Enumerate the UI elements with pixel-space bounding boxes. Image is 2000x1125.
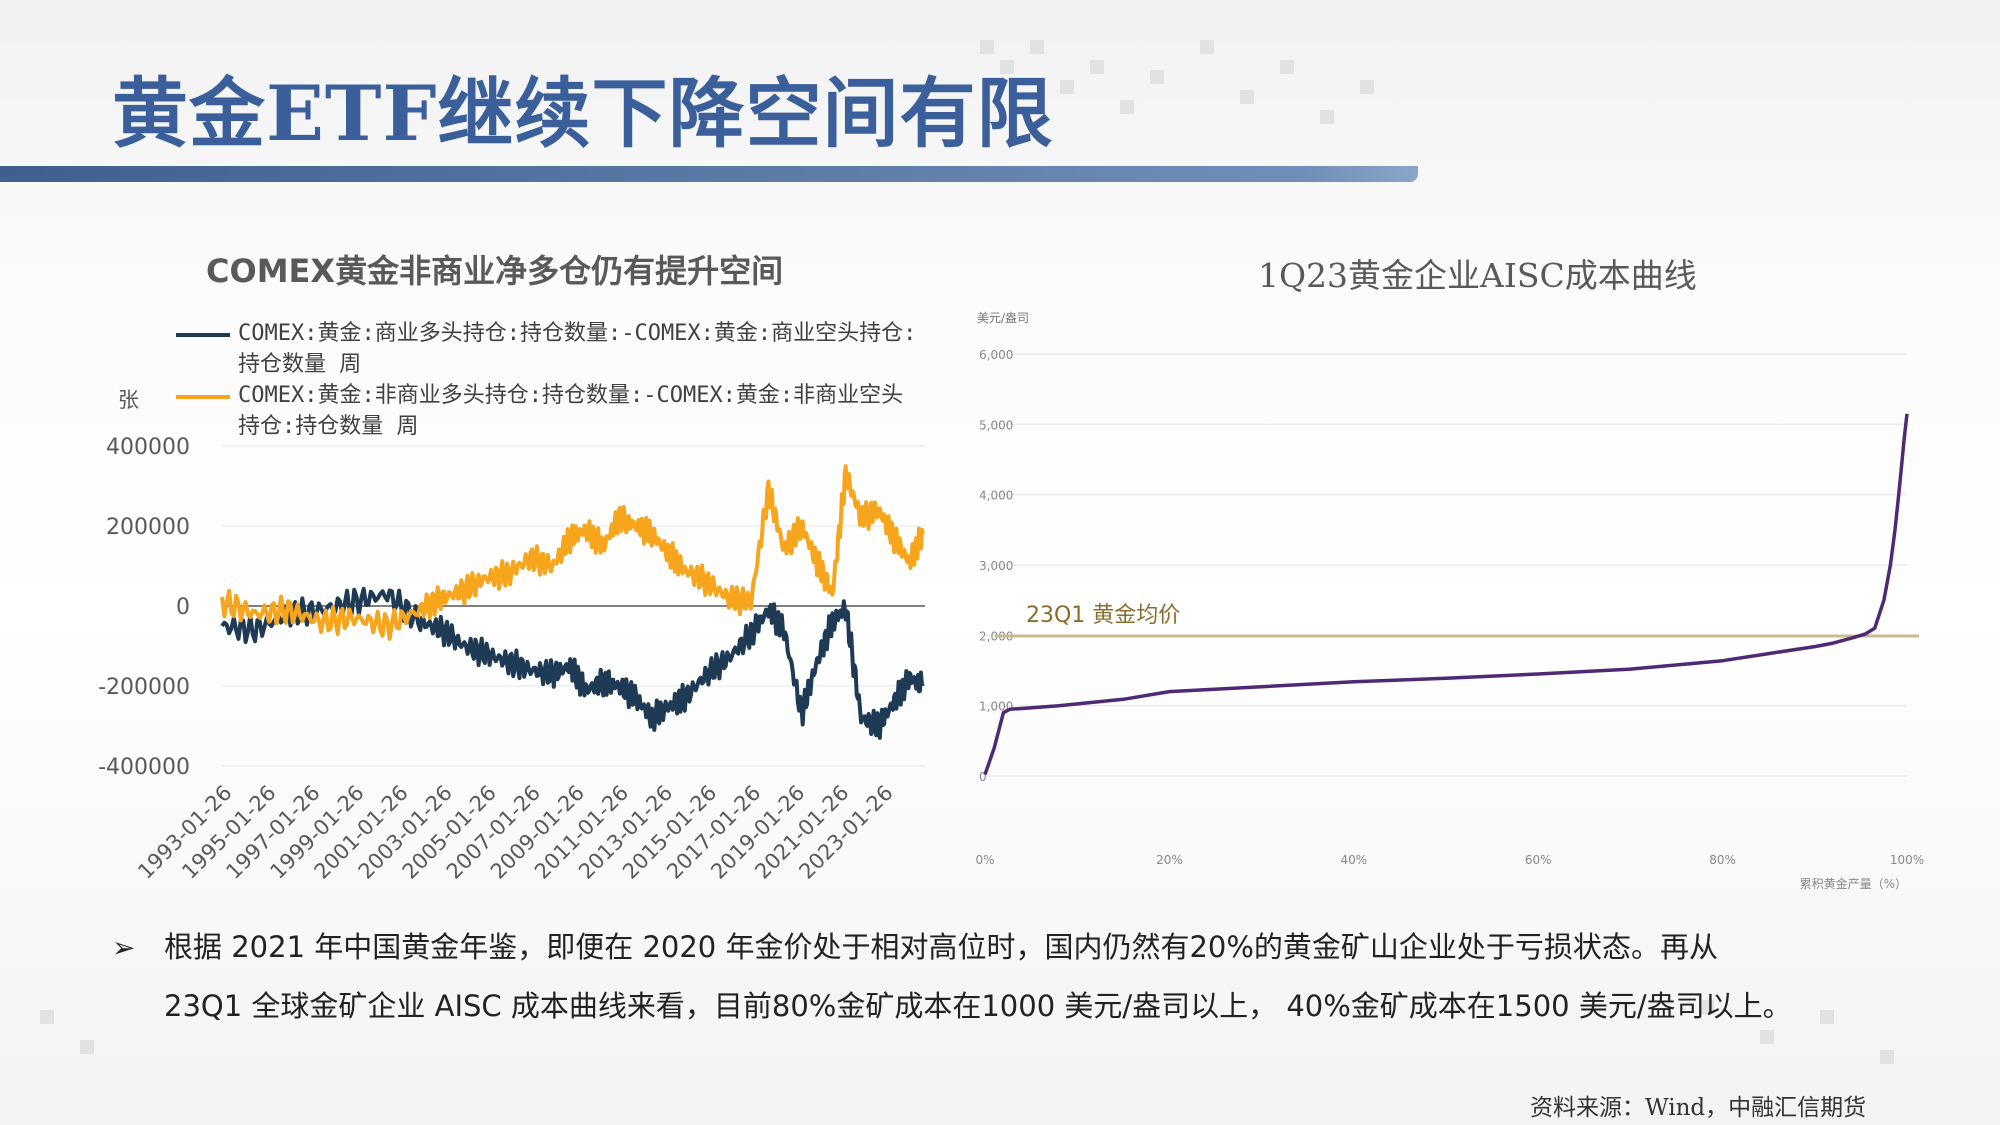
- left-y-tick-label: 200000: [106, 515, 190, 540]
- right-y-tick-label: 5,000: [979, 418, 1013, 432]
- legend-label-noncommercial: COMEX:黄金:非商业多头持仓:持仓数量:-COMEX:黄金:非商业空头持仓:…: [238, 383, 904, 439]
- right-x-tick-label: 20%: [1156, 853, 1183, 867]
- right-y-axis-title: 美元/盎司: [977, 311, 1029, 325]
- left-y-tick-label: 400000: [106, 435, 190, 460]
- page-title: 黄金ETF继续下降空间有限: [112, 69, 1054, 158]
- legend-label-commercial: COMEX:黄金:商业多头持仓:持仓数量:-COMEX:黄金:商业空头持仓:持仓…: [238, 321, 917, 377]
- legend-swatch-commercial: [176, 333, 230, 337]
- bullet-line-2: 23Q1 全球金矿企业 AISC 成本曲线来看，目前80%金矿成本在1000 美…: [164, 989, 1792, 1023]
- right-x-tick-label: 100%: [1890, 853, 1924, 867]
- right-y-tick-label: 0: [979, 770, 987, 784]
- right-x-tick-label: 0%: [975, 853, 994, 867]
- title-underline-bar: [0, 166, 1418, 182]
- right-chart-title: 1Q23黄金企业AISC成本曲线: [1258, 256, 1697, 295]
- left-chart-legend: COMEX:黄金:商业多头持仓:持仓数量:-COMEX:黄金:商业空头持仓:持仓…: [176, 318, 936, 442]
- legend-item-noncommercial: COMEX:黄金:非商业多头持仓:持仓数量:-COMEX:黄金:非商业空头持仓:…: [176, 380, 936, 442]
- right-y-tick-label: 3,000: [979, 559, 1013, 573]
- left-y-tick-label: -200000: [98, 675, 190, 700]
- source-note: 资料来源：Wind，中融汇信期货: [1530, 1095, 1867, 1121]
- bullet-line-1: 根据 2021 年中国黄金年鉴，即便在 2020 年金价处于相对高位时，国内仍然…: [164, 930, 1718, 964]
- left-series-noncommercial-line: [220, 464, 925, 641]
- left-chart-title: COMEX黄金非商业净多仓仍有提升空间: [206, 252, 784, 290]
- right-y-tick-label: 4,000: [979, 489, 1013, 503]
- right-y-tick-label: 6,000: [979, 348, 1013, 362]
- bullet-arrow-icon: ➢: [112, 931, 136, 964]
- left-y-tick-label: 0: [176, 595, 190, 620]
- left-chart-y-unit: 张: [118, 388, 139, 412]
- bullet-paragraph: ➢ 根据 2021 年中国黄金年鉴，即便在 2020 年金价处于相对高位时，国内…: [112, 918, 1912, 1036]
- left-y-tick-label: -400000: [98, 755, 190, 780]
- right-x-tick-label: 40%: [1340, 853, 1367, 867]
- right-x-tick-label: 60%: [1525, 853, 1552, 867]
- right-x-axis-title: 累积黄金产量（%）: [1800, 876, 1907, 891]
- right-aisc-cost-curve: [983, 413, 1909, 776]
- legend-item-commercial: COMEX:黄金:商业多头持仓:持仓数量:-COMEX:黄金:商业空头持仓:持仓…: [176, 318, 936, 380]
- right-x-tick-label: 80%: [1709, 853, 1736, 867]
- legend-swatch-noncommercial: [176, 395, 230, 399]
- right-avg-price-label: 23Q1 黄金均价: [1026, 603, 1180, 628]
